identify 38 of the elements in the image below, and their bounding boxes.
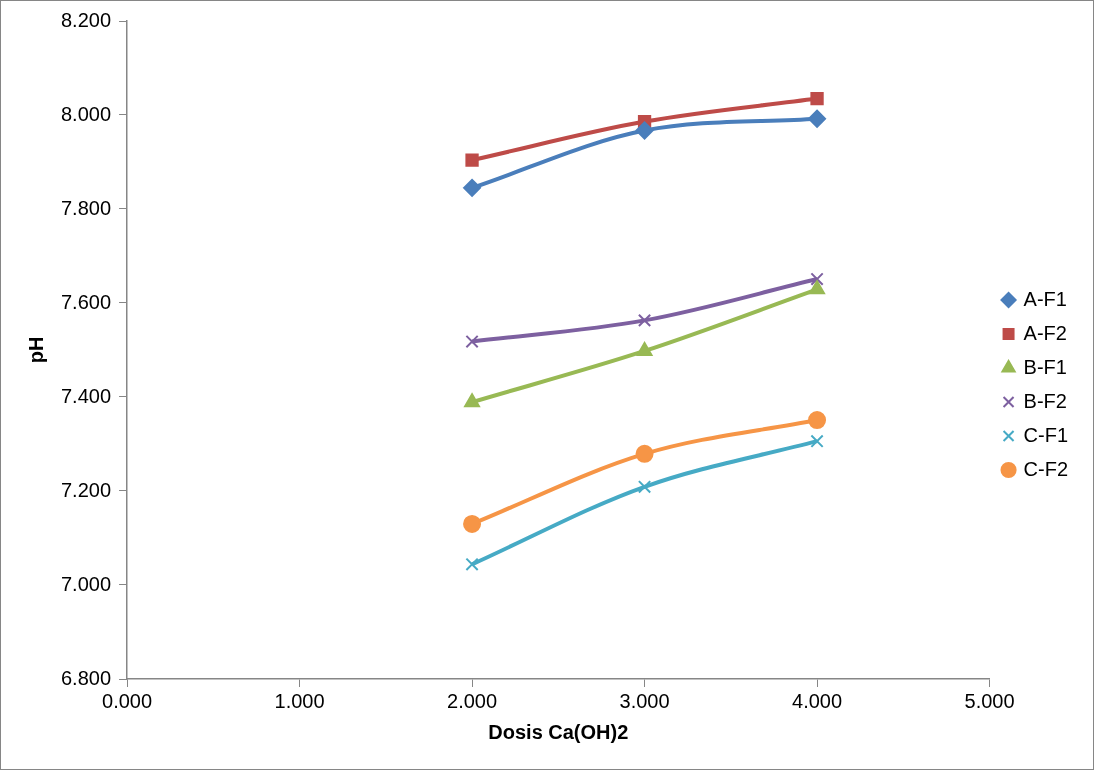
point — [465, 557, 479, 571]
legend-label: C-F2 — [1023, 457, 1069, 480]
point — [810, 434, 824, 448]
y-tick-label: 7.000 — [60, 572, 112, 595]
x-tick-label: 3.000 — [619, 689, 670, 712]
legend-label: A-F2 — [1023, 321, 1067, 344]
point — [635, 444, 654, 463]
y-tick-label: 8.200 — [60, 8, 112, 31]
legend-label: C-F1 — [1023, 423, 1069, 446]
point — [635, 121, 654, 140]
point — [464, 393, 480, 408]
legend-label: B-F1 — [1023, 355, 1067, 378]
point — [637, 313, 652, 328]
y-tick-label: 8.000 — [60, 102, 112, 125]
point — [465, 334, 479, 349]
point — [465, 153, 479, 167]
x-tick-label: 2.000 — [447, 689, 498, 712]
point — [808, 109, 827, 128]
y-tick-label: 7.200 — [60, 478, 112, 501]
point — [808, 411, 827, 430]
x-tick-label: 5.000 — [964, 689, 1015, 712]
x-tick-label: 4.000 — [792, 689, 843, 712]
x-tick-label: 0.000 — [102, 689, 153, 712]
legend-label: B-F2 — [1023, 389, 1067, 412]
y-tick-label: 7.400 — [60, 384, 112, 407]
point — [809, 280, 825, 295]
y-tick-label: 6.800 — [60, 666, 112, 689]
point — [463, 178, 482, 197]
legend-label: A-F1 — [1023, 287, 1067, 310]
y-tick-label: 7.800 — [60, 196, 112, 219]
x-tick-label: 1.000 — [274, 689, 325, 712]
x-axis-title: Dosis Ca(OH)2 — [488, 720, 629, 743]
point — [637, 480, 652, 494]
point — [810, 91, 824, 106]
point — [463, 514, 482, 533]
point — [810, 272, 824, 286]
y-tick-label: 7.600 — [60, 290, 112, 313]
y-axis-title: pH — [24, 336, 47, 364]
